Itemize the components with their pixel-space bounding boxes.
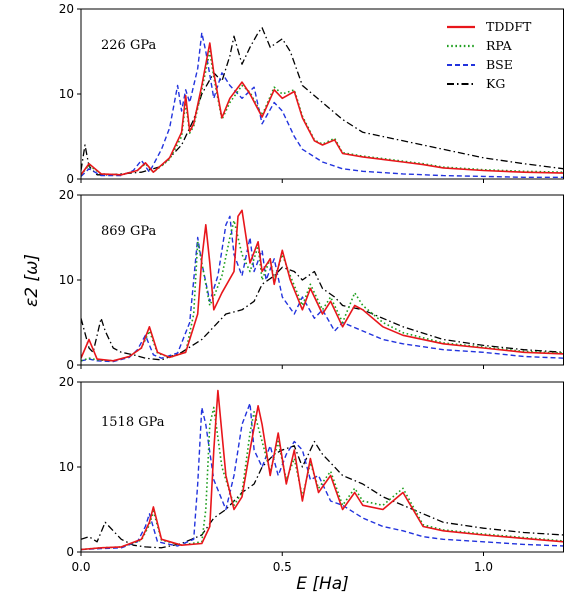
legend: TDDFT RPA BSE KG <box>447 19 532 91</box>
panel-pressure-label: 869 GPa <box>101 224 156 239</box>
y-tick-label: 20 <box>59 2 74 16</box>
legend-label-rpa: RPA <box>486 38 513 53</box>
y-tick-label: 20 <box>59 375 74 389</box>
series-line-bse-panel-1 <box>81 32 564 178</box>
y-tick-label: 0 <box>66 358 74 372</box>
panel-pressure-label: 226 GPa <box>101 38 156 53</box>
y-tick-label: 0 <box>66 172 74 186</box>
series-line-kg-panel-2 <box>81 266 564 361</box>
panel-frame <box>80 381 564 553</box>
y-axis-title: ε2 [ω] <box>22 254 42 307</box>
x-tick-label: 0.5 <box>273 560 292 574</box>
panel-frame <box>80 8 564 180</box>
series-line-kg-panel-1 <box>81 27 564 176</box>
series-line-tddft-panel-3 <box>81 389 564 551</box>
series-line-tddft-panel-1 <box>81 42 564 176</box>
series-line-kg-panel-3 <box>81 440 564 549</box>
panel-3: 0 10 20 0.0 0.5 1.0 1518 GPa <box>59 375 564 574</box>
x-axis-title: E [Ha] <box>296 574 349 594</box>
legend-label-bse: BSE <box>486 57 513 72</box>
series-line-tddft-panel-2 <box>81 209 564 362</box>
legend-label-tddft: TDDFT <box>486 19 532 34</box>
x-tick-label: 0.0 <box>71 560 90 574</box>
y-tick-label: 20 <box>59 188 74 202</box>
panel-pressure-label: 1518 GPa <box>101 415 165 430</box>
legend-label-kg: KG <box>486 76 505 91</box>
y-tick-label: 0 <box>66 545 74 559</box>
y-tick-label: 10 <box>59 460 74 474</box>
series-line-rpa-panel-2 <box>81 219 564 362</box>
panel-2: 0 10 20 869 GPa <box>59 188 564 372</box>
series-line-bse-panel-3 <box>81 402 564 551</box>
panel-1: 0 10 20 226 GPa <box>59 2 564 186</box>
x-tick-label: 1.0 <box>474 560 493 574</box>
y-tick-label: 10 <box>59 87 74 101</box>
series-line-bse-panel-2 <box>81 215 564 363</box>
y-tick-label: 10 <box>59 273 74 287</box>
